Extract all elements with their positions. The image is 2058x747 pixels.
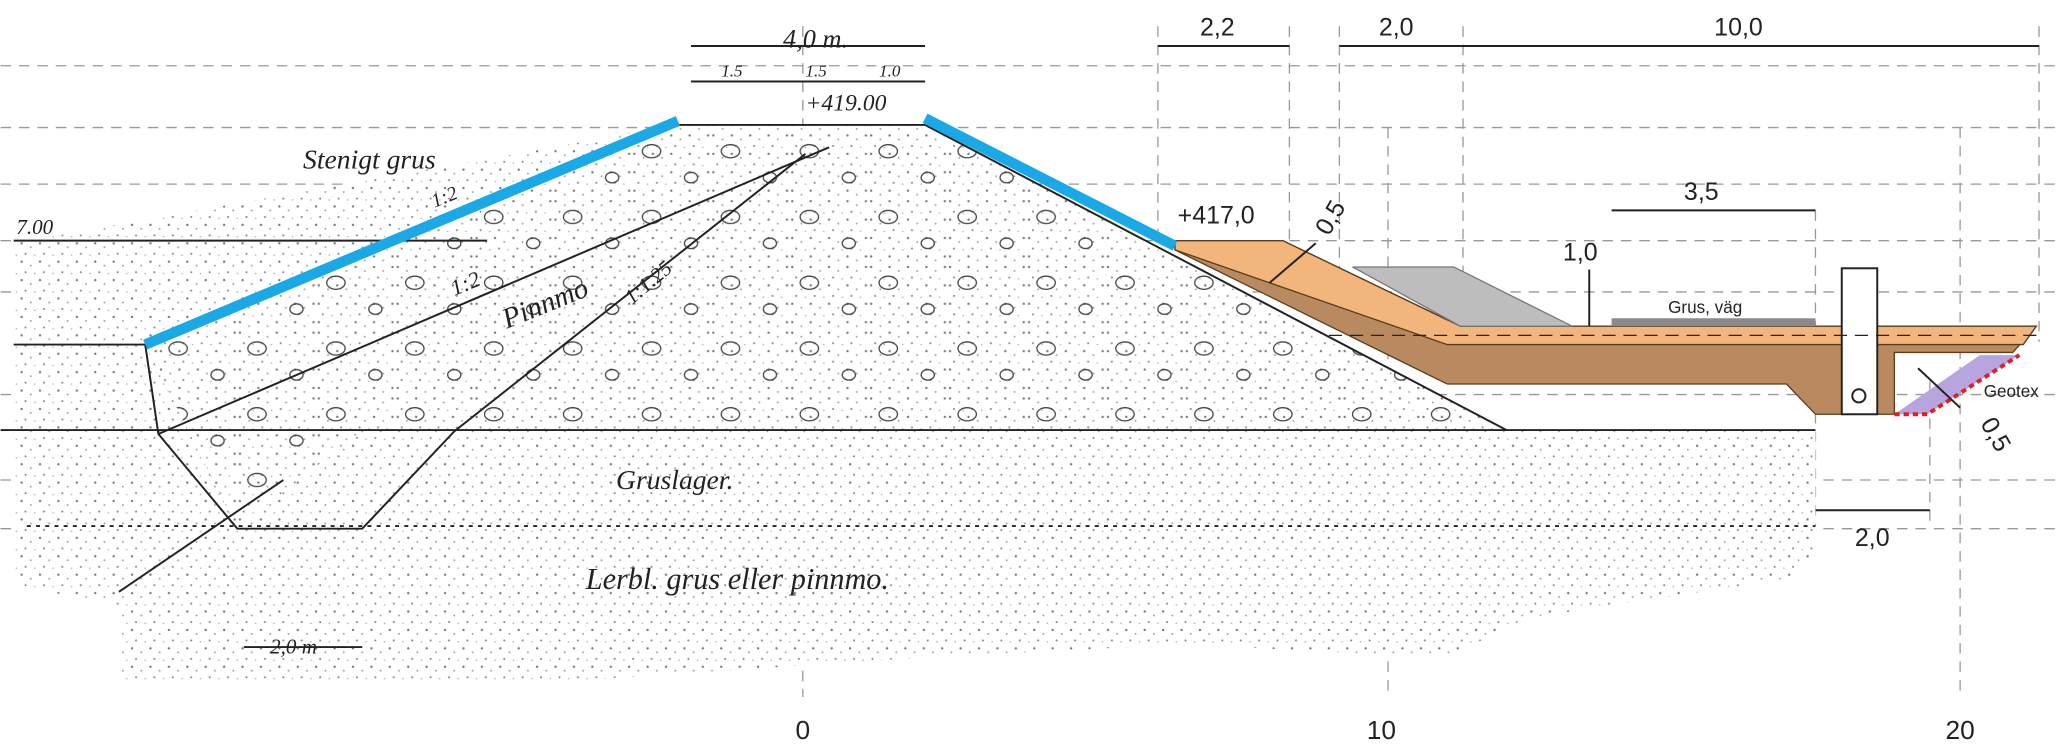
crest-width: 4,0 m. [783, 24, 848, 53]
highlight-slope [922, 113, 1178, 251]
dimension: 10,0 [1714, 14, 1763, 42]
dimension: 2,0 [1379, 14, 1414, 42]
level: +417,0 [1178, 202, 1255, 230]
x-axis: 0 10 20 [795, 715, 1974, 745]
x-tick-label: 0 [795, 715, 810, 745]
x-tick-label: 20 [1945, 715, 1974, 745]
material-label: Stenigt grus [303, 143, 436, 174]
dimension: 0,5 [1975, 412, 2017, 456]
trench-width: 2,0 m [270, 635, 317, 659]
new-section [1174, 240, 2038, 417]
crest-part: 1.0 [879, 61, 901, 80]
dimension: 3,5 [1684, 178, 1719, 206]
water-level: 7.00 [16, 215, 53, 239]
dimension: 0,5 [1310, 196, 1352, 240]
material-label: Gruslager. [616, 464, 733, 495]
geotextile-label: Geotex [1984, 382, 2040, 401]
dimension-lines [1157, 45, 2040, 512]
material-label: Lerbl. grus eller pinnmo. [585, 562, 889, 596]
crest-level: +419.00 [805, 90, 886, 116]
x-tick-label: 10 [1367, 715, 1396, 745]
highlight-slope [143, 116, 680, 350]
crest-part: 1.5 [721, 61, 743, 80]
dimension: 1,0 [1563, 238, 1598, 266]
crest-part: 1.5 [805, 61, 827, 80]
old-dam-sketch [0, 45, 1816, 684]
dimension: 2,2 [1200, 14, 1235, 42]
dimension: 2,0 [1855, 524, 1890, 552]
road-label: Grus, väg [1668, 298, 1742, 317]
